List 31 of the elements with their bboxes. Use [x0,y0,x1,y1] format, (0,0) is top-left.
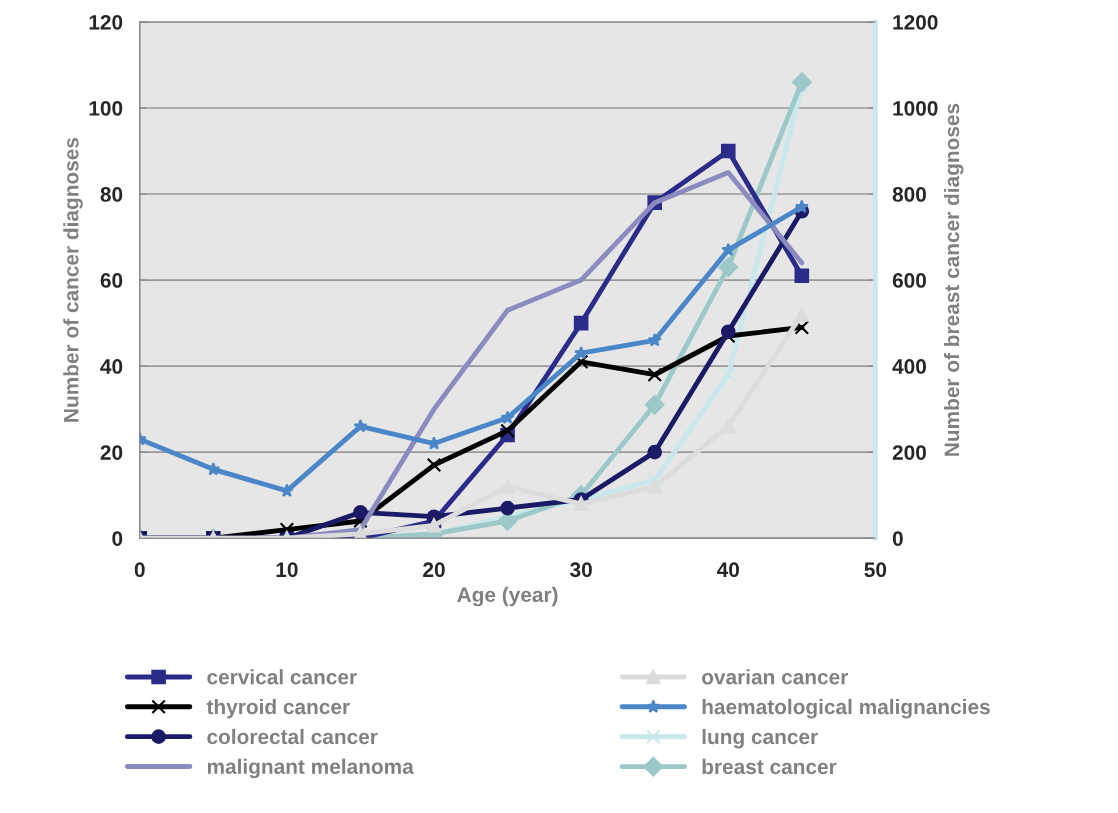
y-axis-title: Number of cancer diagnoses [63,137,83,422]
y-tick-label: 40 [100,359,123,374]
y-tick-label: 20 [100,445,123,460]
legend-label: lung cancer [702,728,818,749]
x-axis-title: Age (year) [457,586,558,607]
y-tick-label: 60 [100,273,123,288]
legend-label: malignant melanoma [207,758,414,779]
legend-label: cervical cancer [207,669,357,685]
x-tick-label: 0 [134,562,145,578]
y2-tick-label: 1000 [893,100,938,116]
legend-label: breast cancer [702,758,837,775]
x-tick-label: 20 [423,562,445,578]
y2-tick-label: 800 [892,187,926,202]
y2-tick-label: 200 [892,445,926,460]
legend-label: thyroid cancer [206,698,350,719]
x-tick-label: 30 [570,562,592,578]
y-tick-label: 0 [112,531,123,546]
y2-tick-label: 0 [892,531,903,546]
y2-tick-label: 600 [892,273,926,288]
y2-axis-title: Number of breast cancer diagnoses [943,103,964,456]
y-tick-label: 120 [89,14,123,30]
x-tick-label: 50 [864,562,887,578]
x-tick-label: 10 [276,562,298,578]
y2-tick-label: 400 [892,359,926,374]
legend-label: colorectal cancer [207,728,378,745]
x-tick-label: 40 [717,562,739,578]
legend-label: ovarian cancer [702,669,848,685]
y-tick-label: 80 [100,187,123,202]
y2-tick-label: 1200 [893,14,938,30]
legend-label: haematological malignancies [702,698,990,719]
y-tick-label: 100 [89,100,123,116]
